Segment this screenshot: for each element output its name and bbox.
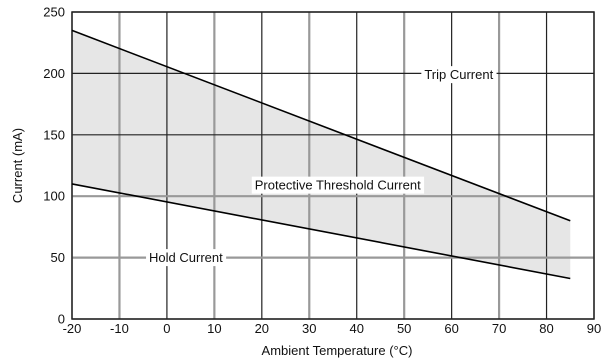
y-tick-label: 200 <box>43 66 65 81</box>
hold-current-label-bg <box>146 249 227 267</box>
x-axis-label: Ambient Temperature (°C) <box>262 343 413 358</box>
y-tick-label: 150 <box>43 127 65 142</box>
x-tick-label: 30 <box>302 321 316 336</box>
protective-threshold-current-label-bg <box>251 176 425 194</box>
x-tick-label: 10 <box>207 321 221 336</box>
x-tick-label: 0 <box>163 321 170 336</box>
protective-threshold-current-label: Protective Threshold Current <box>255 178 421 193</box>
x-tick-label: 50 <box>397 321 411 336</box>
trip-current-label-bg <box>421 66 497 84</box>
x-tick-label: 90 <box>587 321 601 336</box>
x-tick-label: -20 <box>63 321 82 336</box>
protective-threshold-current-label-group: Protective Threshold Current <box>251 176 425 194</box>
trip-current-line <box>71 29 571 222</box>
y-tick-label: 50 <box>51 250 65 265</box>
x-tick-label: -10 <box>110 321 129 336</box>
x-tick-label: 20 <box>255 321 269 336</box>
x-tick-label: 80 <box>539 321 553 336</box>
plot-border <box>71 11 595 320</box>
y-axis-label: Current (mA) <box>10 128 25 203</box>
y-tick-label: 250 <box>43 5 65 20</box>
hold-current-label-group: Hold Current <box>146 249 227 267</box>
x-tick-label: 70 <box>492 321 506 336</box>
y-tick-label: 0 <box>58 312 65 327</box>
x-tick-label: 40 <box>349 321 363 336</box>
protective-threshold-region <box>72 30 571 279</box>
trip-current-label: Trip Current <box>424 67 493 82</box>
x-tick-label: 60 <box>444 321 458 336</box>
hold-current-label: Hold Current <box>149 250 223 265</box>
y-tick-label: 100 <box>43 189 65 204</box>
trip-current-label-group: Trip Current <box>421 66 497 84</box>
hold-current-line <box>71 183 571 280</box>
